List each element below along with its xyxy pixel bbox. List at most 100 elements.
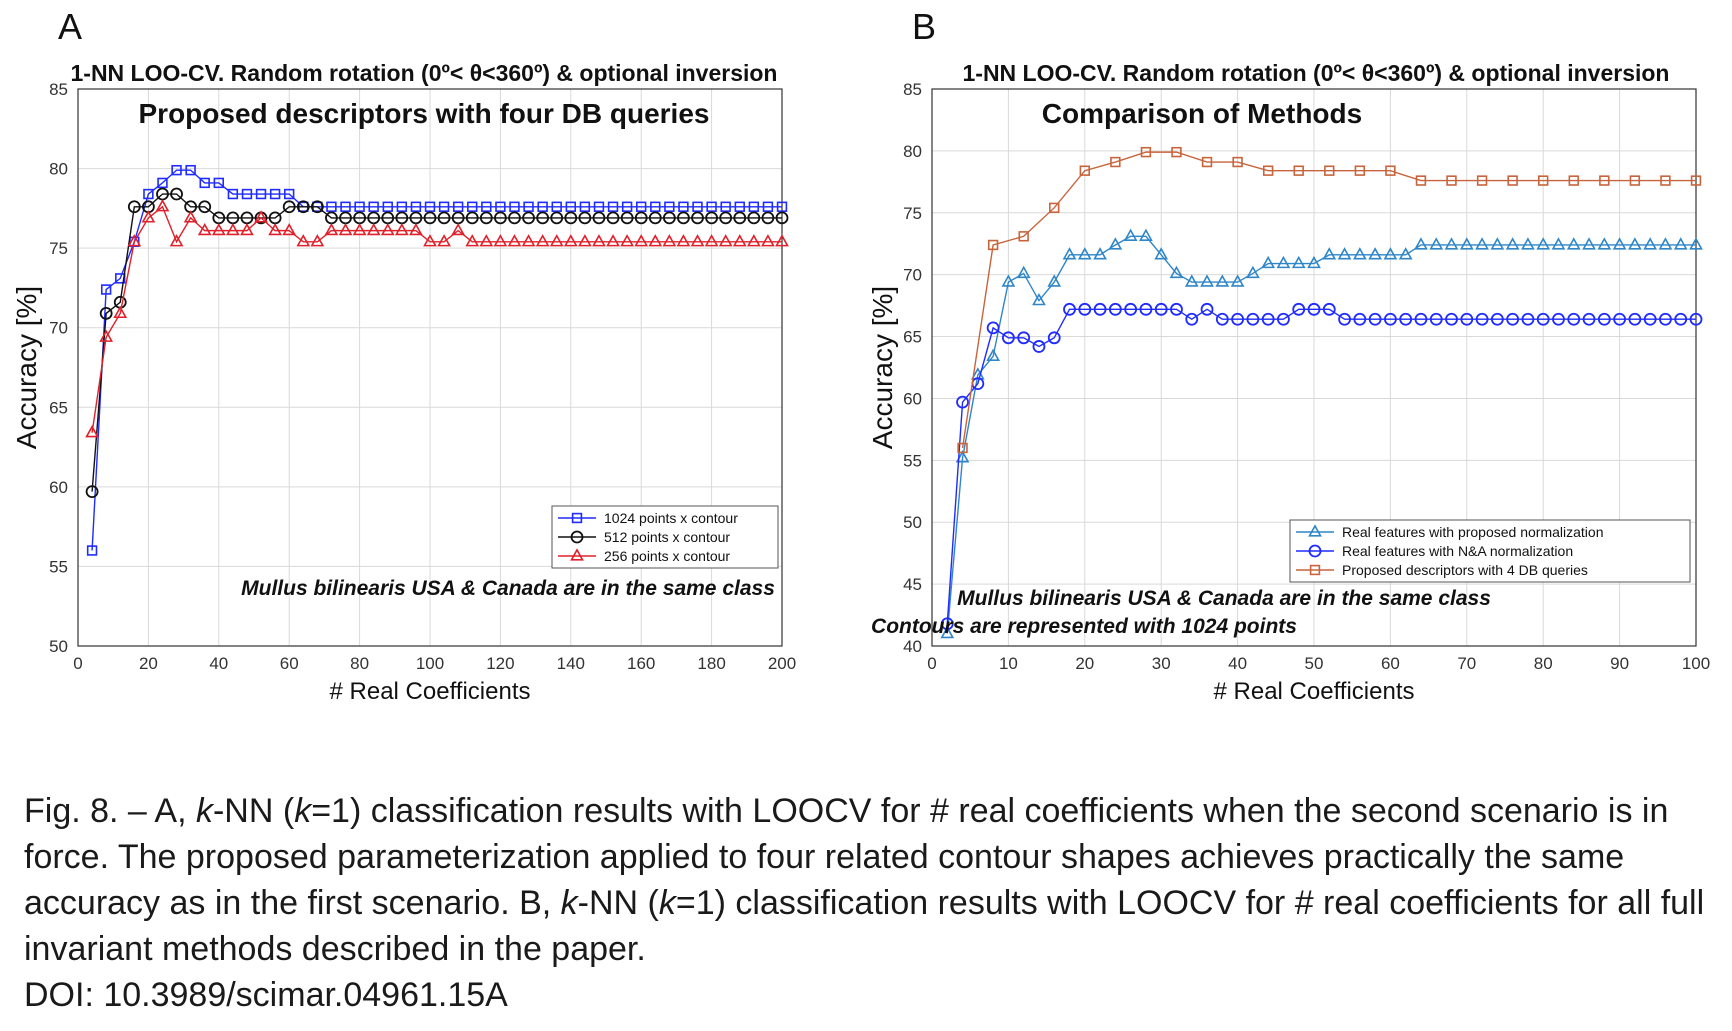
data-point (1262, 165, 1274, 176)
figure-caption: Fig. 8. – A, k-NN (k=1) classification r… (24, 788, 1714, 1018)
data-point (380, 222, 395, 236)
data-point (1016, 265, 1031, 279)
data-point (354, 201, 365, 212)
data-point (1170, 302, 1183, 316)
data-point (155, 199, 170, 212)
y-axis-label: Accuracy [%] (867, 286, 898, 449)
data-point (678, 201, 689, 212)
x-tick-label: 80 (350, 654, 369, 673)
x-tick-label: 180 (697, 654, 725, 673)
data-point (719, 211, 733, 225)
data-point (1383, 247, 1398, 260)
data-point (479, 211, 493, 225)
data-point (662, 234, 677, 247)
data-point (1568, 175, 1579, 186)
data-point (1293, 165, 1304, 176)
chart-a: 0 20 40 60 80 100 120 140 160 180 200 50 55 60 65 70 75 8… (11, 60, 796, 705)
data-point (143, 188, 154, 200)
data-point (606, 211, 620, 225)
data-point (451, 222, 466, 236)
data-point (394, 222, 409, 236)
data-point (692, 201, 703, 212)
data-point (1445, 312, 1458, 326)
data-point (368, 201, 379, 212)
legend-label: Real features with N&A normalization (1342, 543, 1573, 559)
data-point (748, 201, 760, 212)
data-point (592, 234, 606, 247)
data-point (1307, 255, 1321, 269)
data-point (648, 234, 663, 247)
legend: 1024 points x contour 512 points x contou… (551, 505, 779, 569)
data-point (592, 211, 606, 225)
annotation: Mullus bilinearis USA & Canada are in th… (241, 577, 775, 600)
x-tick-label: 200 (768, 654, 796, 673)
data-point (578, 211, 592, 225)
data-point (535, 234, 550, 247)
data-point (1643, 312, 1657, 326)
data-point (1415, 175, 1427, 186)
data-point (509, 201, 520, 212)
data-point (1446, 175, 1457, 186)
data-point (1154, 302, 1168, 316)
y-tick-label: 55 (49, 557, 68, 576)
data-point (338, 222, 353, 236)
x-tick-label: 100 (1682, 654, 1710, 673)
data-point (127, 234, 142, 247)
data-point (1354, 165, 1366, 176)
y-tick-label: 65 (903, 328, 922, 347)
data-point (240, 222, 254, 236)
data-point (198, 200, 212, 214)
y-tick-label: 45 (903, 575, 922, 594)
data-point (211, 222, 226, 236)
data-point (213, 177, 224, 189)
data-point (1659, 312, 1672, 326)
panel-b-letter: B (912, 6, 937, 47)
series-2 (85, 199, 789, 438)
data-point (1322, 247, 1337, 260)
data-point (706, 201, 717, 212)
data-point (775, 211, 789, 225)
data-point (1338, 312, 1351, 326)
data-point (409, 222, 423, 236)
data-point (241, 188, 253, 200)
data-point (423, 234, 437, 247)
series-line (91, 193, 782, 492)
data-point (1231, 312, 1245, 326)
data-point (508, 211, 521, 225)
data-point (1673, 237, 1688, 250)
data-point (761, 234, 775, 247)
data-point (987, 239, 999, 251)
data-point (1368, 312, 1382, 326)
data-point (1460, 312, 1474, 326)
data-point (100, 284, 112, 295)
y-tick-label: 70 (49, 319, 68, 338)
data-point (690, 234, 705, 247)
x-tick-label: 40 (1228, 654, 1247, 673)
data-point (1629, 175, 1641, 186)
x-tick-label: 40 (209, 654, 228, 673)
data-point (1536, 312, 1550, 326)
data-point (115, 273, 126, 284)
x-tick-label: 30 (1152, 654, 1171, 673)
series-1 (940, 302, 1703, 631)
series-0 (86, 164, 788, 556)
y-tick-label: 75 (49, 239, 68, 258)
data-point (127, 200, 141, 214)
data-point (1429, 312, 1443, 326)
data-point (1475, 312, 1489, 326)
legend-marker (570, 530, 584, 544)
data-point (1689, 312, 1703, 326)
chart-subtitle: Proposed descriptors with four DB querie… (139, 98, 710, 129)
data-point (676, 234, 691, 247)
legend-label: Proposed descriptors with 4 DB queries (1342, 562, 1588, 578)
data-point (1414, 237, 1428, 250)
data-point (296, 200, 310, 214)
data-point (1139, 228, 1153, 241)
data-point (437, 211, 451, 225)
legend-marker (570, 548, 584, 561)
data-point (986, 348, 1000, 362)
data-point (1108, 302, 1122, 316)
data-point (607, 201, 619, 212)
series-0 (940, 228, 1703, 639)
legend-label: 512 points x contour (604, 529, 730, 545)
